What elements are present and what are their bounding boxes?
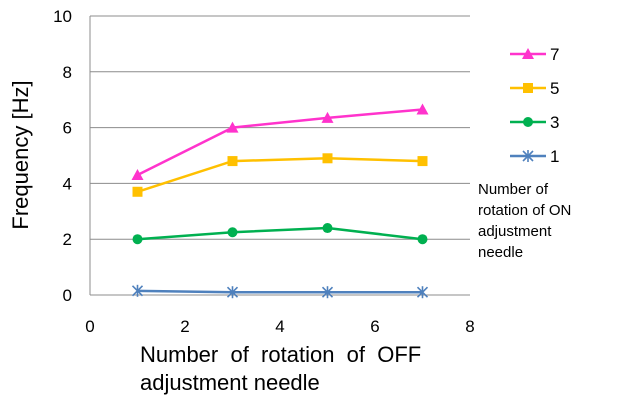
series-line-5 — [137, 157, 423, 193]
y-tick-label: 10 — [53, 7, 72, 26]
series-7 — [131, 103, 429, 181]
legend-label: 3 — [550, 113, 559, 132]
legend-title-line: adjustment — [478, 223, 552, 240]
x-axis-title-line-2: adjustment needle — [140, 370, 320, 395]
x-tick-label: 2 — [180, 317, 189, 336]
x-tick-label: 6 — [370, 317, 379, 336]
legend-label: 5 — [550, 79, 559, 98]
data-point — [131, 284, 144, 297]
data-point — [417, 156, 428, 167]
series-group — [131, 103, 429, 299]
data-point — [131, 169, 144, 181]
data-point — [417, 234, 428, 245]
data-point — [227, 156, 238, 167]
data-point — [322, 153, 333, 164]
legend-item-7: 7 — [510, 45, 559, 64]
axes — [89, 16, 470, 296]
data-point — [321, 111, 334, 123]
x-axis-title-line-1: Number of rotation of OFF — [140, 342, 421, 367]
series-5 — [132, 153, 428, 197]
tick-labels: 0 2 4 6 8 10 0 2 4 6 8 — [53, 7, 475, 336]
y-tick-label: 0 — [63, 286, 72, 305]
legend-item-1: 1 — [510, 147, 559, 166]
x-tick-label: 4 — [275, 317, 284, 336]
series-1 — [131, 284, 429, 299]
data-point — [132, 234, 143, 245]
legend-label: 1 — [550, 147, 559, 166]
y-axis-title: Frequency [Hz] — [8, 80, 33, 229]
gridlines — [90, 15, 470, 240]
data-point — [321, 286, 334, 299]
data-point — [416, 286, 429, 299]
x-tick-label: 0 — [85, 317, 94, 336]
legend-marker — [522, 48, 534, 59]
data-point — [132, 186, 143, 197]
legend-title-line: needle — [478, 244, 523, 261]
legend-marker — [523, 83, 533, 93]
data-point — [226, 121, 239, 133]
legend-title-line: rotation of ON — [478, 202, 571, 219]
y-tick-label: 6 — [63, 119, 72, 138]
legend-marker — [523, 117, 533, 127]
data-point — [227, 227, 238, 238]
series-line-3 — [137, 226, 423, 241]
series-line-1 — [137, 289, 423, 294]
legend-label: 7 — [550, 45, 559, 64]
series-3 — [132, 223, 428, 245]
series-line-7 — [136, 108, 423, 177]
data-point — [322, 223, 333, 234]
legend-item-3: 3 — [510, 113, 559, 132]
data-point — [226, 286, 239, 299]
legend-marker — [522, 150, 534, 162]
y-tick-label: 2 — [63, 230, 72, 249]
legend-title-line: Number of — [478, 181, 549, 198]
x-tick-label: 8 — [465, 317, 474, 336]
y-tick-label: 8 — [63, 63, 72, 82]
data-point — [416, 103, 429, 115]
legend-item-5: 5 — [510, 79, 559, 98]
y-tick-label: 4 — [63, 174, 72, 193]
